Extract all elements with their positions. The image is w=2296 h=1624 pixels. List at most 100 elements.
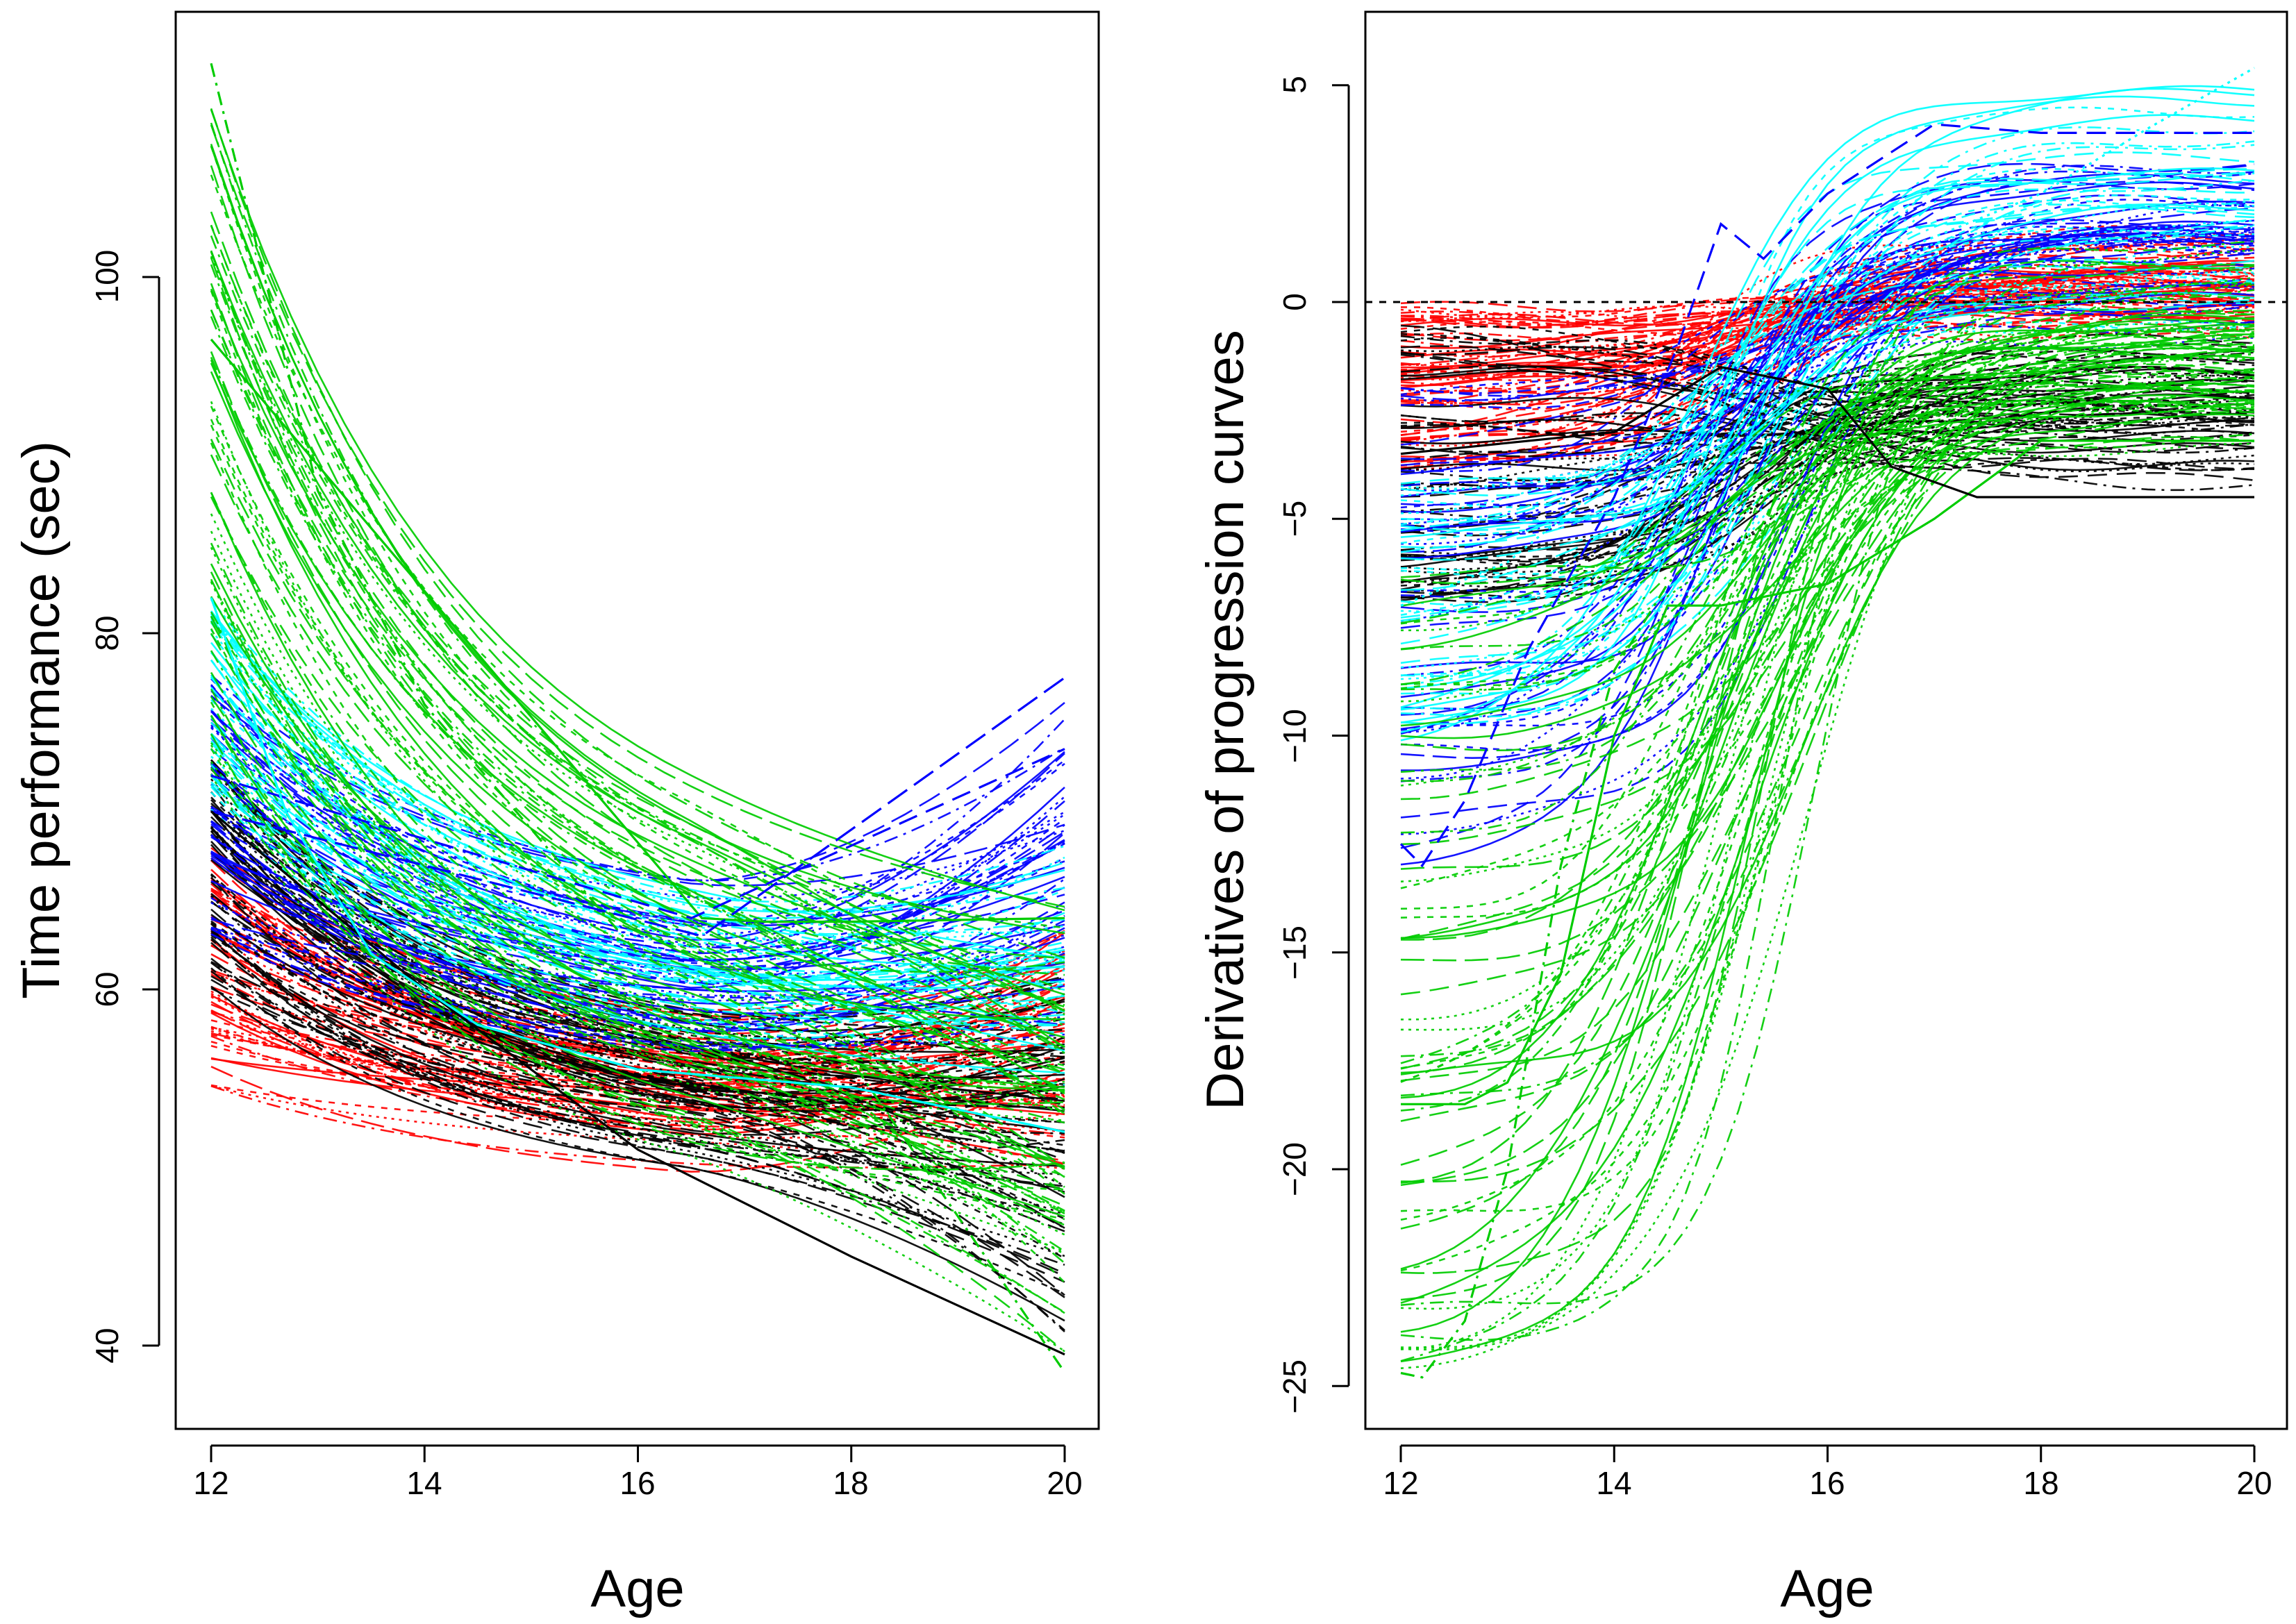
left-curve [210, 773, 1065, 1060]
left-curve [210, 629, 1065, 962]
left-xtick-label: 18 [833, 1465, 868, 1501]
left-curve [210, 165, 1065, 1048]
right-curve [1400, 247, 2255, 469]
left-curve [210, 835, 1065, 1025]
left-curve [210, 808, 1065, 1086]
right-curve [1400, 301, 2254, 376]
right-xtick-label: 18 [2023, 1465, 2058, 1501]
left-curve [210, 773, 1065, 1022]
right-curve [1400, 336, 2255, 1187]
right-curve [1400, 389, 2255, 498]
left-curve [210, 1032, 1065, 1108]
right-curve [1400, 379, 2255, 651]
right-curve [1400, 233, 2255, 487]
left-curve [210, 290, 1065, 1094]
right-curve [1400, 296, 2255, 409]
right-curve [1400, 326, 2255, 787]
right-axes [1332, 84, 2287, 1462]
left-curve [210, 628, 1065, 1177]
right-curve [1400, 276, 2255, 1349]
right-curve [1400, 357, 2255, 632]
right-curve [1400, 292, 2255, 441]
left-curve [210, 124, 1065, 908]
left-curve [210, 926, 1065, 999]
left-curve [210, 250, 1065, 960]
right-xtick-label: 16 [1809, 1465, 1845, 1501]
left-curve [210, 857, 1065, 1042]
right-curve [1400, 227, 2255, 617]
left-ytick-label: 100 [89, 250, 125, 303]
left-curve [210, 546, 1065, 1121]
right-curve [1400, 323, 2255, 1064]
right-curve [1400, 387, 2255, 940]
left-curve [210, 853, 1065, 962]
right-curve [1400, 355, 2255, 651]
left-curve [210, 715, 1065, 1314]
right-curve [1400, 405, 2255, 889]
right-curve [1400, 305, 2255, 528]
left-curve [210, 492, 1065, 1124]
left-curve [210, 224, 1065, 929]
right-curve [1399, 123, 2254, 868]
left-x-axis-label: Age [590, 1559, 684, 1618]
right-curve [1400, 249, 2255, 1350]
right-curve [1400, 367, 2255, 1112]
right-curve [1400, 226, 2255, 629]
left-curve [210, 615, 1065, 1284]
right-curve [1400, 324, 2255, 1270]
right-curve [1400, 220, 2255, 490]
right-curve [1400, 353, 2255, 1379]
right-curve [1400, 178, 2255, 710]
left-panel: 12 14 16 18 20 40 60 80 100 Age Time per… [12, 10, 1100, 1618]
right-curve [1400, 194, 2255, 544]
right-curve [1400, 358, 2255, 919]
right-curve [1400, 274, 2255, 405]
right-curve [1400, 346, 2255, 752]
left-curve [210, 721, 1065, 979]
left-curve [210, 359, 1065, 1021]
right-plot-frame [1364, 10, 2288, 1430]
right-curve [1400, 242, 2255, 509]
right-curve [1400, 321, 2255, 496]
left-curve [210, 932, 1065, 1232]
right-curve [1400, 301, 2255, 401]
right-curve [1400, 363, 2255, 625]
right-curve [1400, 225, 2255, 469]
left-curve [210, 927, 1065, 1076]
right-curve [1400, 238, 2255, 730]
right-curve [1400, 144, 2255, 695]
left-curve [210, 620, 1065, 1164]
right-curve [1400, 355, 2255, 533]
left-curve [210, 1030, 1065, 1134]
right-curve [1400, 276, 2255, 397]
right-curve [1400, 310, 2255, 1221]
right-curve [1400, 363, 2255, 624]
left-curve [210, 633, 1065, 1212]
right-curve [1400, 393, 2255, 603]
right-ytick-label: −5 [1276, 501, 1313, 537]
left-curve [210, 996, 1065, 1122]
left-curve [210, 874, 1065, 1152]
left-curve [210, 621, 1065, 955]
left-curve [210, 685, 1065, 948]
left-curve [210, 901, 1065, 1220]
right-curve [1400, 271, 2255, 514]
left-curve [210, 962, 1065, 1190]
left-curve [210, 967, 1065, 1295]
left-curve [210, 701, 1065, 1221]
left-curve [210, 143, 1065, 935]
right-curves [1399, 67, 2255, 1379]
right-curve [1400, 262, 2255, 1306]
left-curve [210, 992, 1065, 1139]
left-ytick-label: 80 [89, 615, 125, 651]
left-ytick-label: 40 [89, 1328, 125, 1363]
left-curve [210, 671, 1065, 1226]
left-curve [210, 748, 1065, 989]
left-curve [210, 970, 1065, 1283]
right-curve [1400, 218, 2255, 599]
left-curve [210, 928, 1065, 1275]
right-curve [1400, 413, 2255, 939]
left-ytick-label: 60 [89, 971, 125, 1007]
right-curve [1400, 376, 2255, 585]
left-curve [210, 338, 1065, 923]
